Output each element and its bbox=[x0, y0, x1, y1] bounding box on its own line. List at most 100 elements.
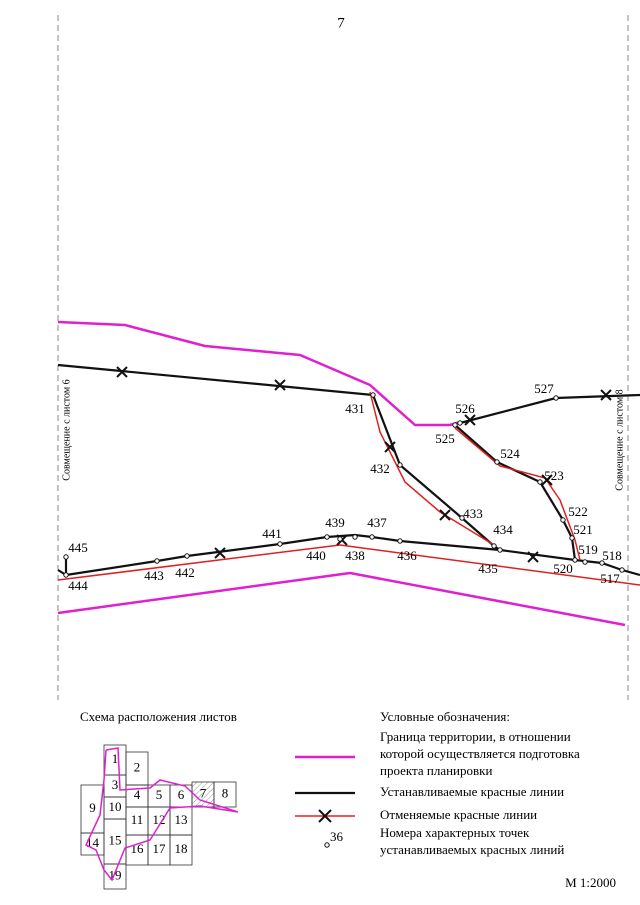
point bbox=[582, 559, 588, 565]
legend-text: которой осуществляется подготовка bbox=[380, 746, 580, 761]
point bbox=[459, 515, 465, 521]
point-label: 434 bbox=[493, 522, 513, 537]
sheet-number: 7 bbox=[200, 785, 207, 800]
cross bbox=[214, 547, 226, 559]
cross bbox=[541, 474, 553, 486]
point-label: 440 bbox=[306, 548, 326, 563]
point-label: 431 bbox=[345, 401, 365, 416]
sheet-number: 8 bbox=[222, 785, 229, 800]
point bbox=[154, 558, 160, 564]
point-label: 435 bbox=[478, 561, 498, 576]
point bbox=[277, 541, 283, 547]
cross bbox=[116, 366, 128, 378]
point-label: 522 bbox=[568, 504, 588, 519]
legend-sample: 36 bbox=[330, 829, 344, 844]
point-label: 432 bbox=[370, 461, 390, 476]
point bbox=[63, 554, 69, 560]
red-line-new bbox=[459, 393, 640, 425]
point-label: 526 bbox=[455, 401, 475, 416]
sheet-number: 4 bbox=[134, 787, 141, 802]
scale: М 1:2000 bbox=[565, 875, 616, 890]
point-label: 444 bbox=[68, 578, 88, 593]
sheet-number: 1 bbox=[112, 751, 119, 766]
point-label: 527 bbox=[534, 381, 554, 396]
sheet-number: 2 bbox=[134, 759, 141, 774]
point bbox=[457, 420, 463, 426]
sheet-number: 11 bbox=[131, 812, 144, 827]
sheet-number: 18 bbox=[175, 841, 188, 856]
cross bbox=[274, 379, 286, 391]
legend-text: Номера характерных точек bbox=[380, 825, 530, 840]
point bbox=[569, 535, 575, 541]
sheet-number: 5 bbox=[156, 787, 163, 802]
boundary bbox=[57, 571, 626, 627]
sheet-number: 6 bbox=[178, 787, 185, 802]
point bbox=[369, 534, 375, 540]
red-line-new bbox=[57, 533, 640, 577]
legend: Граница территории, в отношении которой о… bbox=[380, 729, 580, 857]
cancel-marks bbox=[116, 366, 612, 563]
point bbox=[63, 572, 69, 578]
cross bbox=[439, 509, 451, 521]
point-label: 442 bbox=[175, 565, 195, 580]
point bbox=[537, 479, 543, 485]
cross bbox=[527, 551, 539, 563]
cross bbox=[600, 389, 612, 401]
point-label: 520 bbox=[553, 561, 573, 576]
point bbox=[397, 462, 403, 468]
right-label: Совмещение с листом 8 bbox=[614, 389, 625, 490]
cross bbox=[384, 441, 396, 453]
point bbox=[397, 538, 403, 544]
red-line-new bbox=[454, 424, 577, 561]
scheme-title: Схема расположения листов bbox=[80, 709, 237, 724]
point bbox=[494, 459, 500, 465]
sheet-number: 3 bbox=[112, 777, 119, 792]
point bbox=[619, 567, 625, 573]
sheet-cell bbox=[103, 863, 127, 890]
point-label: 441 bbox=[262, 526, 282, 541]
sheet-number: 13 bbox=[175, 812, 188, 827]
legend-text: устанавливаемых красных линий bbox=[380, 842, 564, 857]
sheet-number: 12 bbox=[153, 812, 166, 827]
point bbox=[324, 534, 330, 540]
points: 431 432 433 434 435 436 437 438 439 440 441 442 443 4… bbox=[63, 381, 625, 593]
point-label: 521 bbox=[573, 522, 593, 537]
cross bbox=[464, 414, 476, 426]
red-line-cancel bbox=[57, 544, 640, 586]
point bbox=[572, 557, 578, 563]
point bbox=[370, 392, 376, 398]
point-label: 437 bbox=[367, 515, 387, 530]
point bbox=[352, 534, 358, 540]
legend-text: Устанавливаемые красные линии bbox=[380, 784, 564, 799]
legend-point bbox=[324, 842, 330, 848]
point-label: 436 bbox=[397, 548, 417, 563]
legend-title: Условные обозначения: bbox=[380, 709, 510, 724]
point-label: 519 bbox=[578, 542, 598, 557]
legend-cross bbox=[318, 809, 332, 823]
legend-text: Граница территории, в отношении bbox=[380, 729, 571, 744]
point-label: 525 bbox=[435, 431, 455, 446]
point-label: 433 bbox=[463, 506, 483, 521]
sheet-cell bbox=[169, 834, 193, 866]
sheet-cell bbox=[213, 781, 237, 808]
legend-text: проекта планировки bbox=[380, 763, 492, 778]
point-label: 523 bbox=[544, 468, 564, 483]
left-label: Совмещение с листом 6 bbox=[61, 379, 72, 480]
point bbox=[599, 560, 605, 566]
map-lines bbox=[57, 320, 640, 627]
point bbox=[337, 536, 343, 542]
sheet-number: 19 bbox=[109, 867, 122, 882]
sheet-number: 10 bbox=[109, 799, 122, 814]
sheet-number: 9 bbox=[89, 800, 96, 815]
point bbox=[560, 517, 566, 523]
red-line-cancel bbox=[369, 391, 495, 546]
point-label: 438 bbox=[345, 548, 365, 563]
point bbox=[553, 395, 559, 401]
sheet-number: 17 bbox=[153, 841, 167, 856]
point-label: 439 bbox=[325, 515, 345, 530]
point bbox=[452, 422, 458, 428]
red-line-new bbox=[57, 363, 501, 551]
red-line-cancel bbox=[454, 427, 581, 561]
point bbox=[497, 547, 503, 553]
